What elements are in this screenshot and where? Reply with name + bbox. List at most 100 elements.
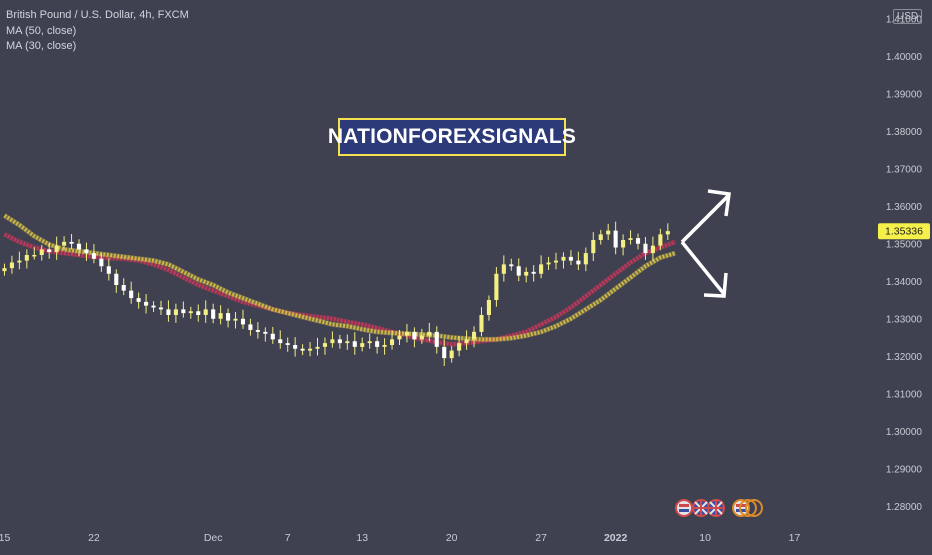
ma50-line[interactable] — [3, 232, 677, 347]
candle[interactable] — [285, 337, 290, 352]
candle[interactable] — [516, 258, 521, 282]
candle[interactable] — [308, 342, 313, 357]
candle[interactable] — [211, 303, 216, 324]
candle[interactable] — [650, 236, 655, 261]
ma50-legend[interactable]: MA (50, close) — [6, 24, 77, 37]
candle[interactable] — [561, 252, 566, 269]
candle[interactable] — [158, 300, 164, 315]
candle[interactable] — [412, 327, 417, 348]
candle[interactable] — [583, 247, 588, 272]
event-flag-us-icon[interactable] — [745, 499, 763, 517]
candle[interactable] — [442, 339, 447, 366]
candle[interactable] — [546, 256, 551, 270]
candle[interactable] — [427, 322, 432, 342]
candle[interactable] — [501, 255, 506, 282]
candle[interactable] — [658, 228, 663, 251]
candle[interactable] — [315, 337, 320, 356]
event-flag-us-icon[interactable] — [739, 499, 757, 517]
candle[interactable] — [464, 330, 469, 350]
candle[interactable] — [613, 221, 618, 255]
candle[interactable] — [397, 330, 402, 345]
candle[interactable] — [568, 250, 573, 266]
candle[interactable] — [84, 242, 89, 261]
candle[interactable] — [486, 295, 491, 321]
candle[interactable] — [471, 326, 477, 348]
candle[interactable] — [322, 337, 328, 355]
candle[interactable] — [621, 234, 626, 256]
candle[interactable] — [293, 337, 298, 357]
candle[interactable] — [218, 305, 223, 325]
candle[interactable] — [591, 232, 596, 261]
candle[interactable] — [598, 229, 603, 245]
candle[interactable] — [531, 265, 536, 282]
candle[interactable] — [270, 327, 275, 344]
candle[interactable] — [278, 330, 283, 349]
time-axis[interactable]: 15 22 Dec 7 13 20 27 2022 10 17 — [0, 532, 801, 544]
candle[interactable] — [449, 346, 454, 363]
candle[interactable] — [69, 234, 74, 250]
candle[interactable] — [54, 236, 59, 260]
candle[interactable] — [337, 334, 342, 349]
ma30-legend[interactable]: MA (30, close) — [6, 40, 77, 52]
candle[interactable] — [62, 236, 67, 251]
candle[interactable] — [144, 294, 149, 314]
candle[interactable] — [524, 267, 529, 283]
candle[interactable] — [345, 334, 350, 350]
candle[interactable] — [173, 303, 178, 323]
candle[interactable] — [389, 330, 395, 350]
candle[interactable] — [226, 308, 231, 328]
candle[interactable] — [360, 337, 365, 352]
candle[interactable] — [91, 244, 96, 264]
candle[interactable] — [196, 304, 201, 322]
candle[interactable] — [665, 223, 670, 240]
price-axis[interactable]: 1.28000 1.29000 1.30000 1.31000 1.32000 1.330… — [886, 0, 923, 513]
candle[interactable] — [129, 281, 134, 304]
candle[interactable] — [9, 255, 14, 274]
candle[interactable] — [300, 344, 305, 356]
candle[interactable] — [352, 332, 357, 355]
candle[interactable] — [643, 237, 648, 260]
symbol-label[interactable]: British Pound / U.S. Dollar, 4h, FXCM — [6, 9, 189, 21]
candle[interactable] — [17, 251, 22, 270]
candle[interactable] — [2, 263, 7, 276]
event-flag-us-icon[interactable] — [675, 499, 693, 517]
candle[interactable] — [255, 322, 260, 339]
ma30-line[interactable] — [3, 213, 676, 342]
candle[interactable] — [39, 244, 44, 261]
candle[interactable] — [375, 336, 380, 354]
candle[interactable] — [47, 242, 52, 259]
candle[interactable] — [628, 230, 633, 245]
candle[interactable] — [494, 267, 499, 307]
candle[interactable] — [635, 233, 641, 250]
candle[interactable] — [114, 269, 119, 293]
candle[interactable] — [151, 301, 156, 312]
candle[interactable] — [32, 247, 37, 260]
candle[interactable] — [479, 307, 484, 337]
candle[interactable] — [233, 312, 238, 329]
event-flag-gb-icon[interactable] — [692, 499, 710, 517]
candle[interactable] — [434, 326, 439, 354]
candle[interactable] — [76, 239, 82, 257]
candle[interactable] — [367, 333, 372, 349]
candle[interactable] — [106, 258, 111, 281]
candle[interactable] — [509, 258, 514, 271]
candle[interactable] — [166, 300, 171, 322]
candle[interactable] — [99, 253, 104, 272]
candle[interactable] — [263, 327, 268, 342]
event-flag-gb-icon[interactable] — [707, 499, 725, 517]
candle[interactable] — [121, 278, 126, 296]
candle[interactable] — [188, 306, 193, 319]
candle[interactable] — [404, 324, 410, 343]
candle[interactable] — [419, 328, 424, 344]
candle[interactable] — [576, 251, 581, 270]
candle[interactable] — [606, 223, 611, 240]
economic-events[interactable] — [675, 499, 763, 517]
candle[interactable] — [248, 318, 253, 336]
candle[interactable] — [240, 309, 246, 329]
currency-badge[interactable]: USD — [893, 9, 923, 24]
candle[interactable] — [539, 255, 544, 279]
candle[interactable] — [24, 249, 29, 269]
candle[interactable] — [553, 252, 559, 270]
